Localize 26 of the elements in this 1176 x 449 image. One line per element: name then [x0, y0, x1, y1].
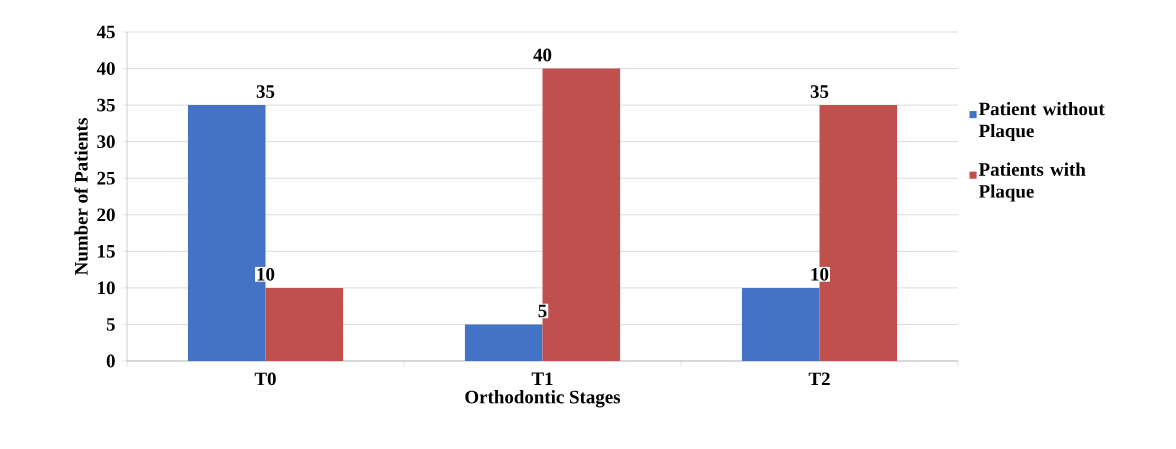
bar: [464, 324, 543, 361]
y-tick-label: 40: [96, 62, 115, 75]
y-axis-title: Number of Patients: [74, 118, 88, 275]
y-tick-label: 45: [96, 25, 115, 39]
bar: [265, 287, 344, 361]
y-tick-label: 15: [98, 245, 115, 258]
y-tick-label: 5: [106, 318, 115, 331]
y-tick-label: 25: [97, 171, 115, 185]
data-label: 10: [257, 267, 275, 281]
x-tick-label: T1: [531, 372, 553, 385]
x-axis-title: Orthodontic Stages: [465, 390, 621, 408]
data-label: 10: [811, 267, 829, 281]
bar: [741, 287, 820, 361]
data-label: 40: [533, 48, 552, 62]
x-tick-label: T2: [808, 372, 830, 386]
legend-label: Patients with Plaque: [978, 162, 1086, 202]
y-tick-label: 30: [97, 135, 115, 149]
data-label: 35: [256, 85, 275, 98]
legend-label: Patient without Plaque: [978, 101, 1105, 142]
y-tick-label: 35: [97, 98, 115, 112]
data-label: 35: [810, 85, 829, 98]
data-label: 5: [538, 304, 547, 318]
y-tick-label: 20: [97, 208, 115, 222]
y-tick-label: 0: [106, 354, 115, 368]
y-tick-label: 10: [98, 281, 115, 295]
x-tick-label: T0: [254, 372, 276, 386]
